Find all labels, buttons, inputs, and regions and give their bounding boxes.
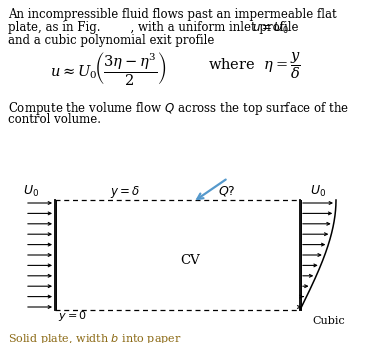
Text: An incompressible fluid flows past an impermeable flat: An incompressible fluid flows past an im… (8, 8, 336, 21)
Text: CV: CV (180, 253, 200, 267)
Text: $Q?$: $Q?$ (218, 184, 236, 198)
Text: Solid plate, width $b$ into paper: Solid plate, width $b$ into paper (8, 332, 182, 343)
Text: where  $\eta = \dfrac{y}{\delta}$: where $\eta = \dfrac{y}{\delta}$ (208, 50, 301, 81)
Text: Cubic: Cubic (312, 316, 345, 326)
Text: and a cubic polynomial exit profile: and a cubic polynomial exit profile (8, 34, 214, 47)
Text: $u \approx U_0\!\left(\dfrac{3\eta - \eta^3}{2}\right)$: $u \approx U_0\!\left(\dfrac{3\eta - \et… (50, 50, 167, 87)
Text: control volume.: control volume. (8, 113, 101, 126)
Text: $y=\delta$: $y=\delta$ (110, 184, 140, 200)
Text: Compute the volume flow $Q$ across the top surface of the: Compute the volume flow $Q$ across the t… (8, 100, 349, 117)
Text: $u = U_0$: $u = U_0$ (252, 21, 289, 36)
Text: $U_0$: $U_0$ (23, 184, 39, 199)
Text: $y=0$: $y=0$ (58, 309, 87, 323)
Text: plate, as in Fig.        , with a uniform inlet profile: plate, as in Fig. , with a uniform inlet… (8, 21, 302, 34)
Text: $U_0$: $U_0$ (310, 184, 326, 199)
